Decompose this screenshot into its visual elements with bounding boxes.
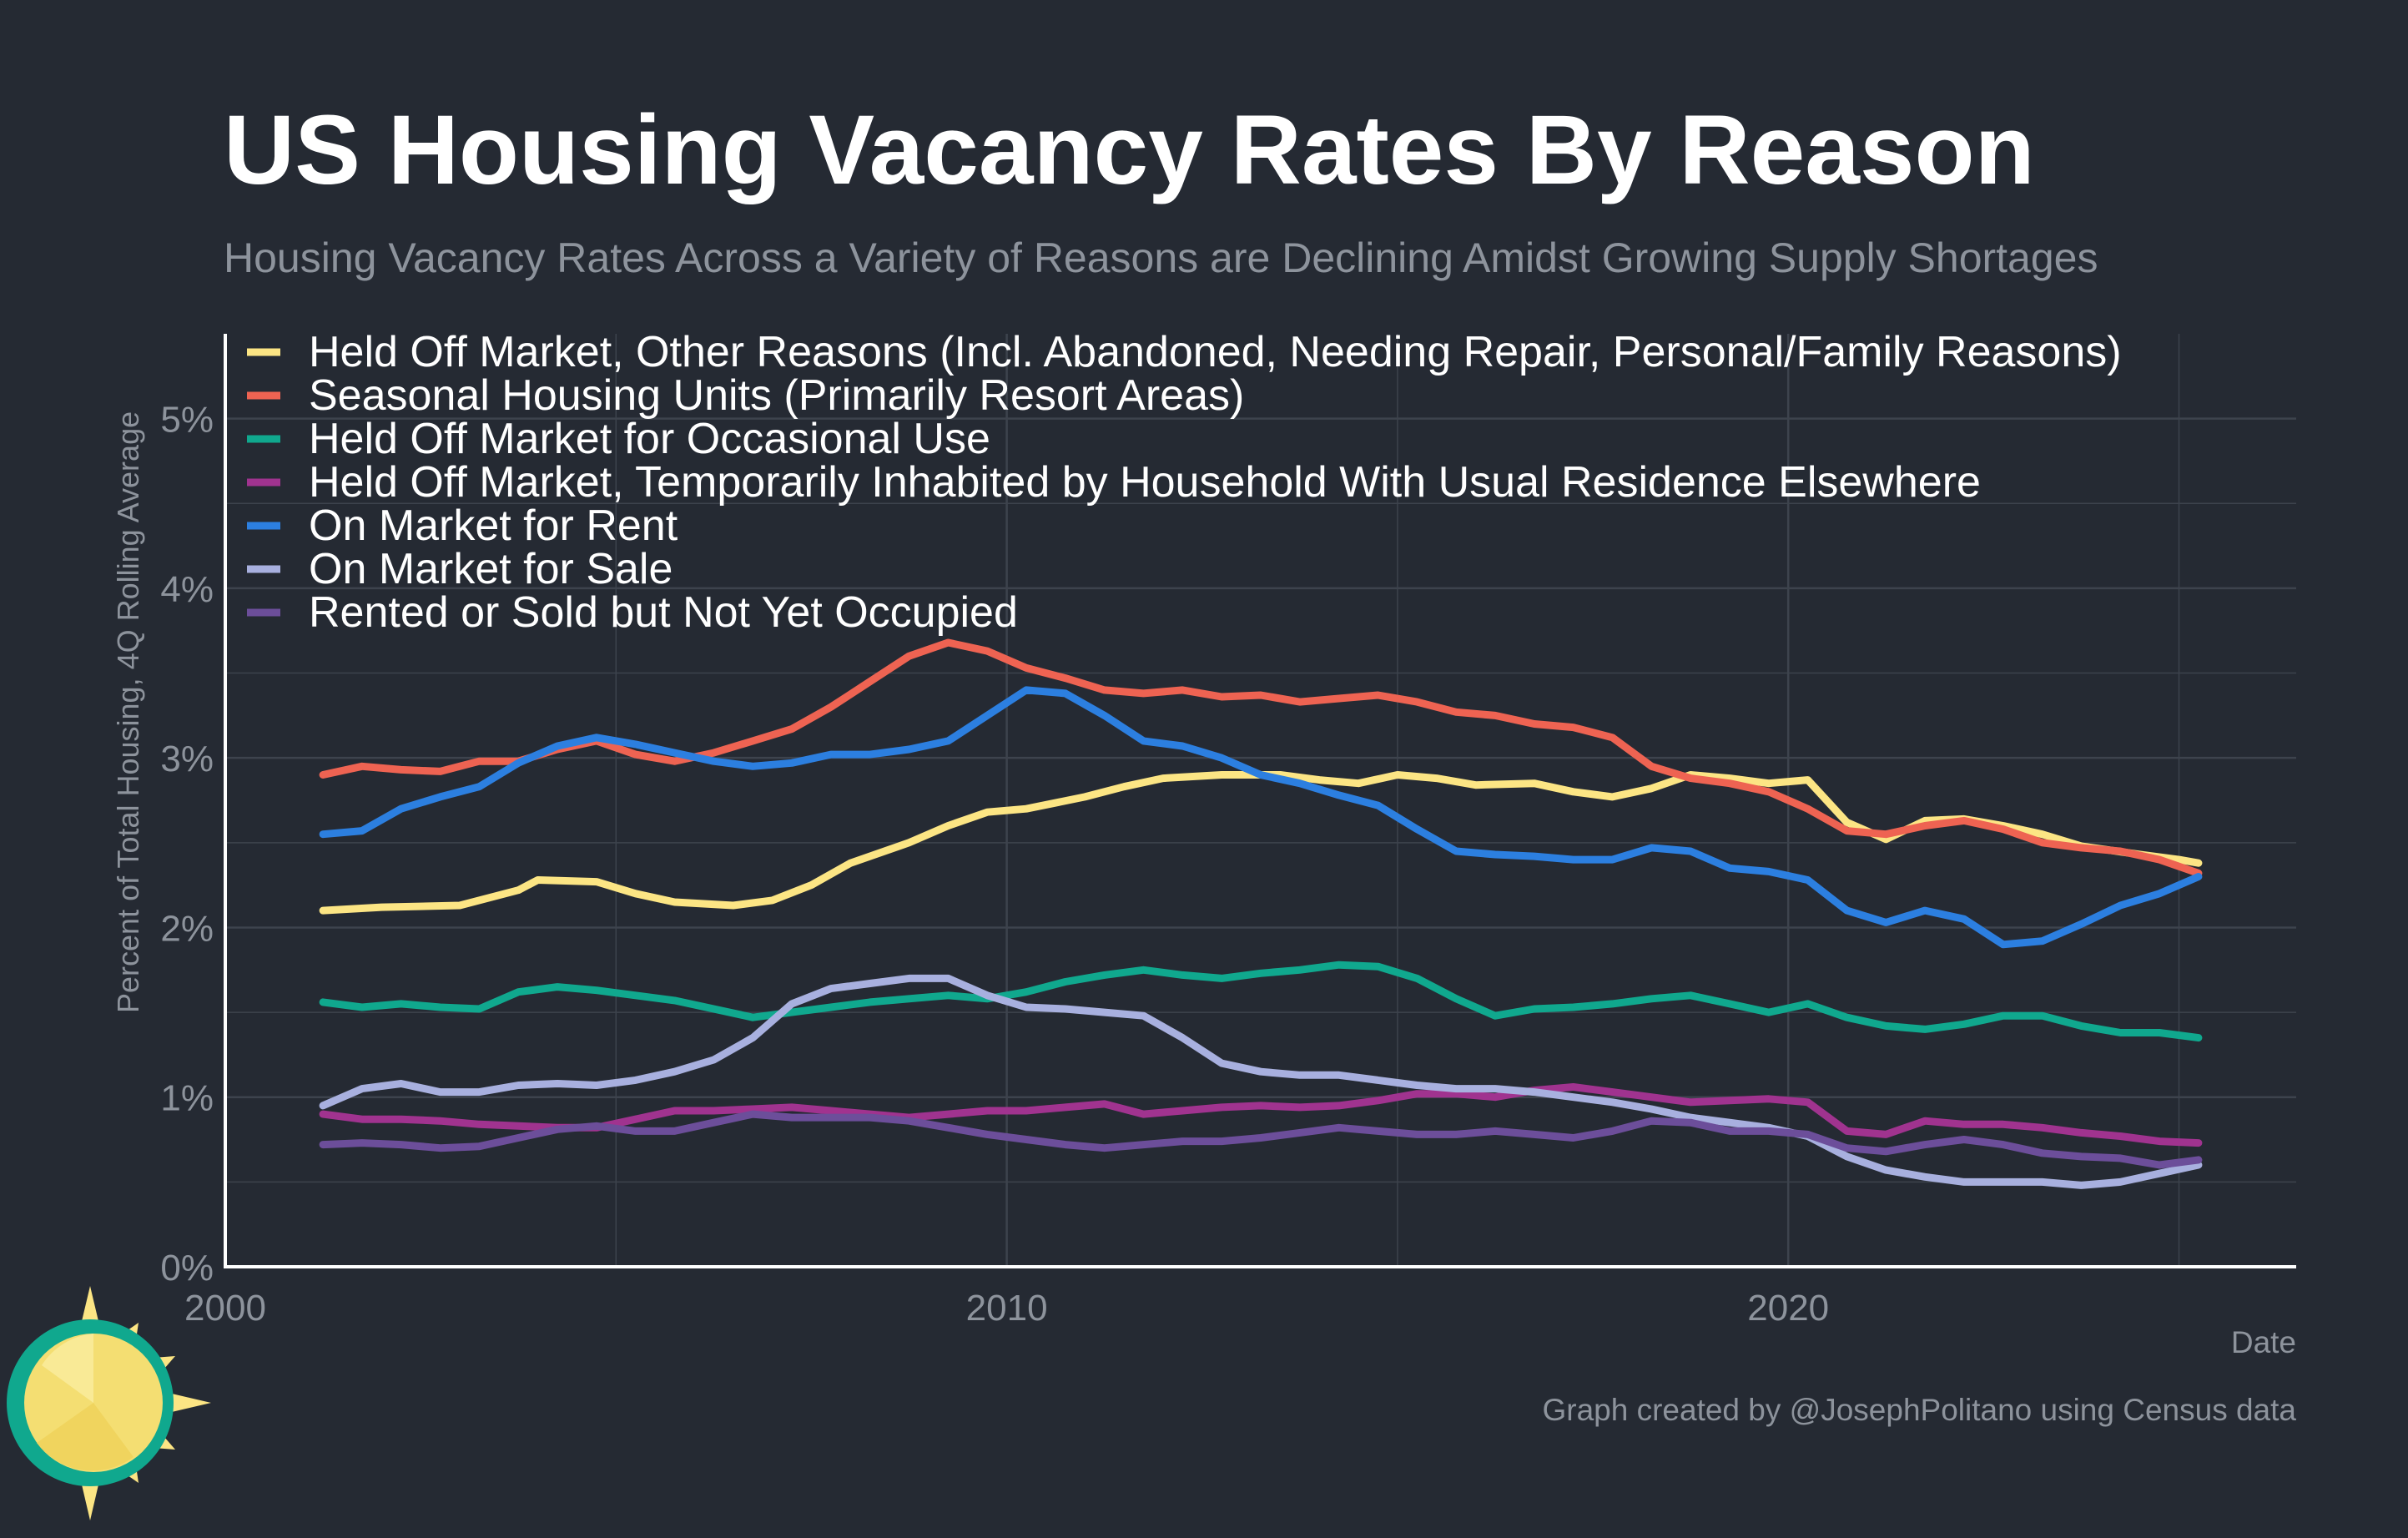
y-tick-label: 0% xyxy=(160,1248,214,1288)
credit-text: Graph created by @JosephPolitano using C… xyxy=(1542,1393,2296,1427)
y-axis-label: Percent of Total Housing, 4Q Rolling Ave… xyxy=(111,411,145,1013)
sun-clock-logo-icon xyxy=(7,1286,211,1520)
x-tick-label: 2020 xyxy=(1747,1288,1829,1329)
legend-label-5: On Market for Sale xyxy=(309,545,673,593)
legend-label-2: Held Off Market for Occasional Use xyxy=(309,415,990,463)
series-line-2 xyxy=(319,961,2203,1042)
series-line-3 xyxy=(319,1083,2203,1147)
tick-labels: 0% 1% 2% 3% 4% 5% 2000 2010 2020 xyxy=(160,400,1829,1329)
axes xyxy=(224,334,2296,1268)
legend-label-6: Rented or Sold but Not Yet Occupied xyxy=(309,588,1018,637)
y-tick-label: 3% xyxy=(160,739,214,779)
x-tick-label: 2000 xyxy=(184,1288,266,1329)
y-tick-label: 2% xyxy=(160,908,214,949)
y-tick-label: 4% xyxy=(160,569,214,610)
legend-label-1: Seasonal Housing Units (Primarily Resort… xyxy=(309,371,1244,420)
legend-label-3: Held Off Market, Temporarily Inhabited b… xyxy=(309,458,1981,507)
y-tick-label: 5% xyxy=(160,400,214,441)
series-line-6 xyxy=(319,1110,2203,1169)
legend-label-4: On Market for Rent xyxy=(309,502,678,550)
chart-subtitle: Housing Vacancy Rates Across a Variety o… xyxy=(224,234,2098,281)
x-tick-label: 2010 xyxy=(966,1288,1048,1329)
y-tick-label: 1% xyxy=(160,1078,214,1119)
series-lines xyxy=(319,638,2203,1189)
series-line-4 xyxy=(319,686,2203,949)
legend: Held Off Market, Other Reasons (Incl. Ab… xyxy=(247,328,2122,637)
legend-label-0: Held Off Market, Other Reasons (Incl. Ab… xyxy=(309,328,2122,376)
chart-title: US Housing Vacancy Rates By Reason xyxy=(224,95,2035,205)
series-line-1 xyxy=(319,638,2203,877)
minor-gridlines xyxy=(225,334,2296,1267)
x-axis-label: Date xyxy=(2231,1325,2296,1359)
series-line-5 xyxy=(319,974,2203,1189)
